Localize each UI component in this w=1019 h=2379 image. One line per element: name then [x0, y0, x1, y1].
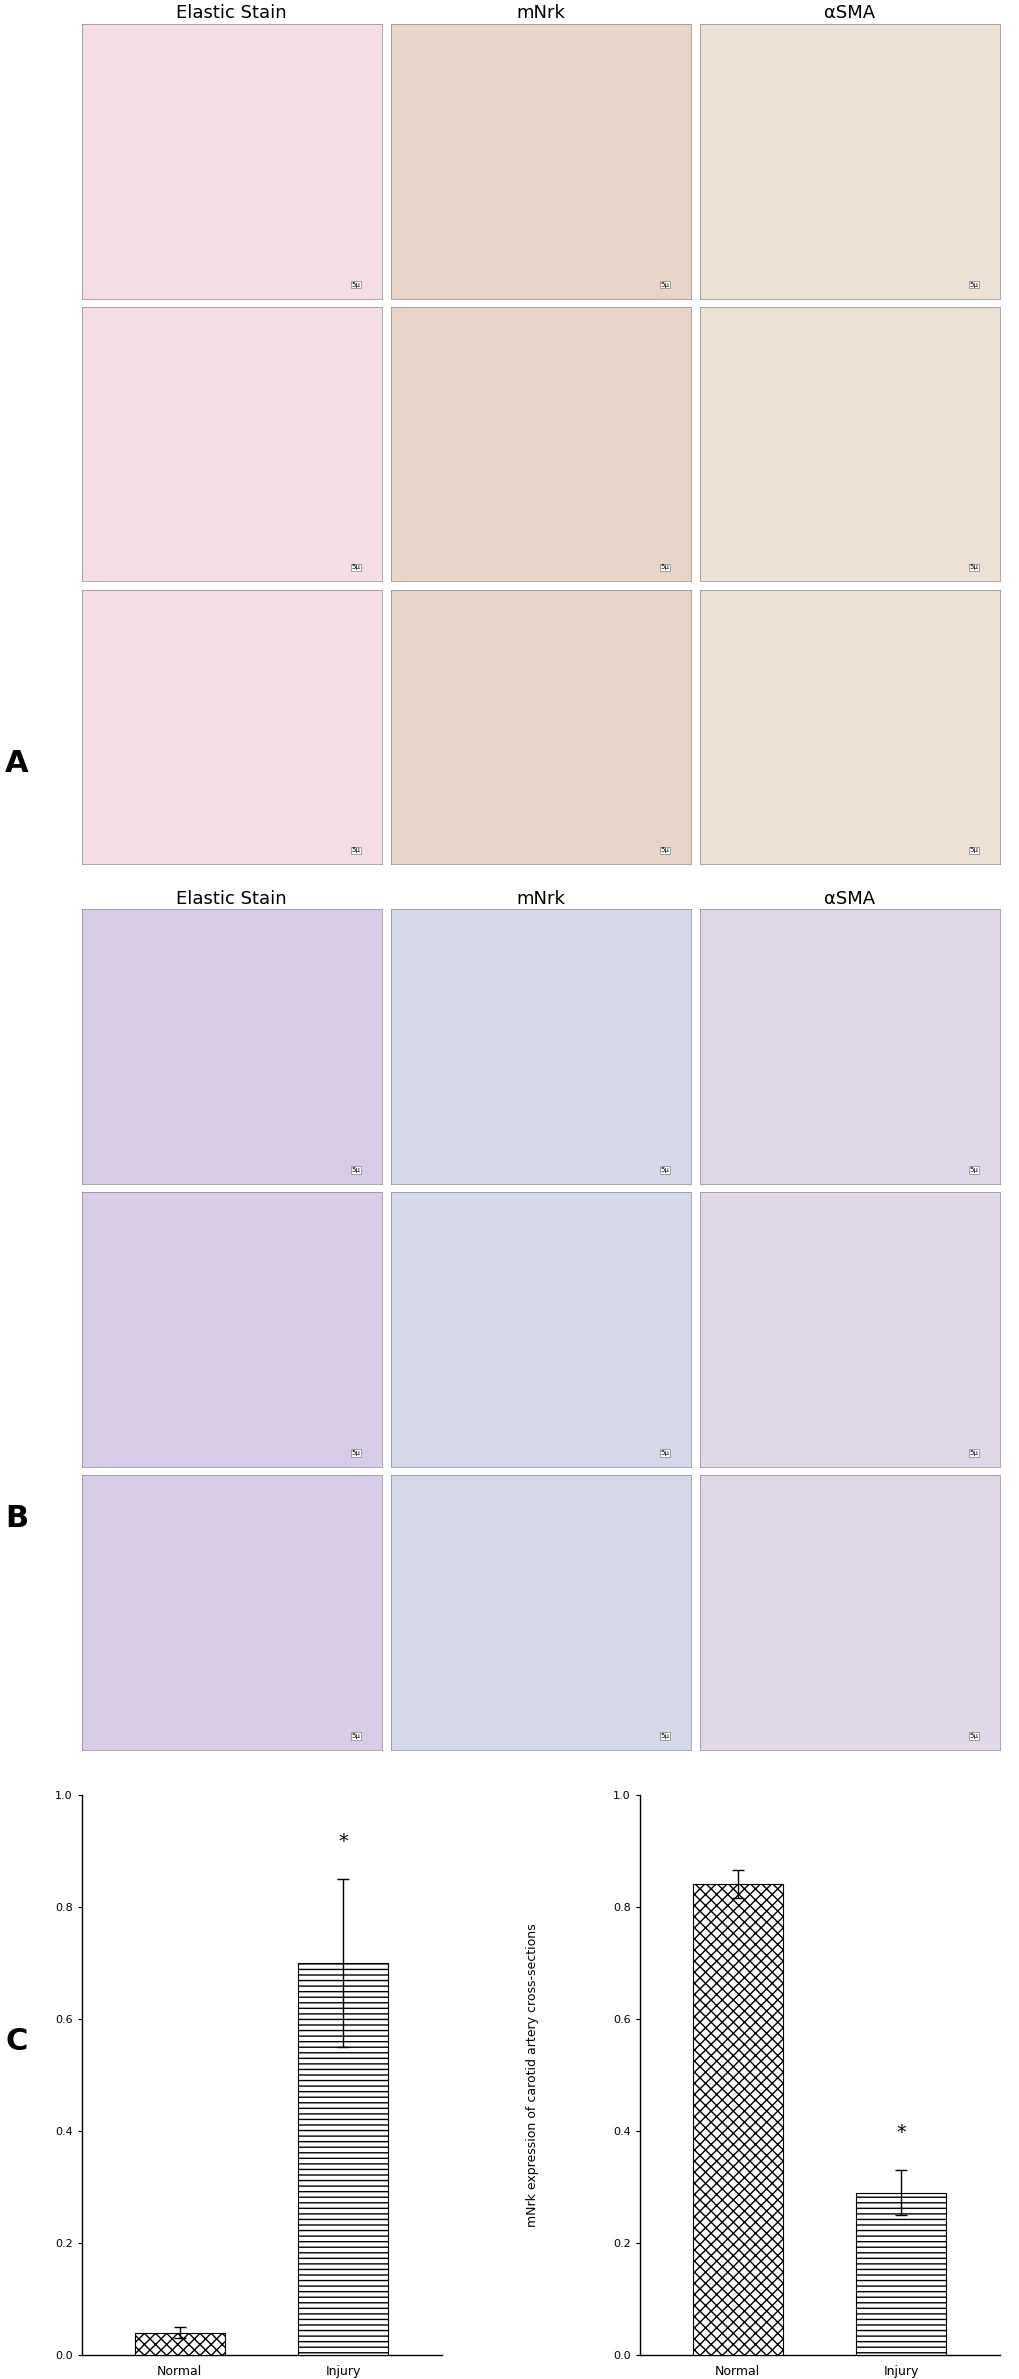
Title: mNrk: mNrk [516, 5, 565, 21]
Text: 5μ: 5μ [352, 1732, 361, 1739]
Text: 5μ: 5μ [660, 847, 668, 854]
Title: Elastic Stain: Elastic Stain [176, 5, 286, 21]
Text: 5μ: 5μ [660, 564, 668, 571]
Title: mNrk: mNrk [516, 890, 565, 909]
Text: 5μ: 5μ [352, 1168, 361, 1173]
Text: A: A [5, 749, 29, 778]
Title: Elastic Stain: Elastic Stain [176, 890, 286, 909]
Title: αSMA: αSMA [823, 890, 874, 909]
Text: 5μ: 5μ [660, 281, 668, 288]
Bar [856, 2193, 946, 2355]
Bar [299, 1963, 388, 2355]
Bar [135, 2334, 224, 2355]
Text: 5μ: 5μ [352, 1449, 361, 1456]
Text: 5μ: 5μ [969, 1449, 977, 1456]
Text: 5μ: 5μ [969, 1732, 977, 1739]
Text: 5μ: 5μ [352, 281, 361, 288]
Title: αSMA: αSMA [823, 5, 874, 21]
Text: 5μ: 5μ [352, 564, 361, 571]
Text: 5μ: 5μ [660, 1168, 668, 1173]
Text: 5μ: 5μ [969, 1168, 977, 1173]
Text: 5μ: 5μ [660, 1449, 668, 1456]
Text: *: * [896, 2122, 906, 2141]
Text: 5μ: 5μ [969, 847, 977, 854]
Bar [692, 1884, 782, 2355]
Text: *: * [338, 1832, 348, 1851]
Text: 5μ: 5μ [352, 847, 361, 854]
Y-axis label: mNrk expression of carotid artery cross-sections: mNrk expression of carotid artery cross-… [525, 1922, 538, 2227]
Text: B: B [5, 1504, 29, 1532]
Text: 5μ: 5μ [660, 1732, 668, 1739]
Text: 5μ: 5μ [969, 564, 977, 571]
Text: 5μ: 5μ [969, 281, 977, 288]
Text: C: C [5, 2027, 28, 2055]
